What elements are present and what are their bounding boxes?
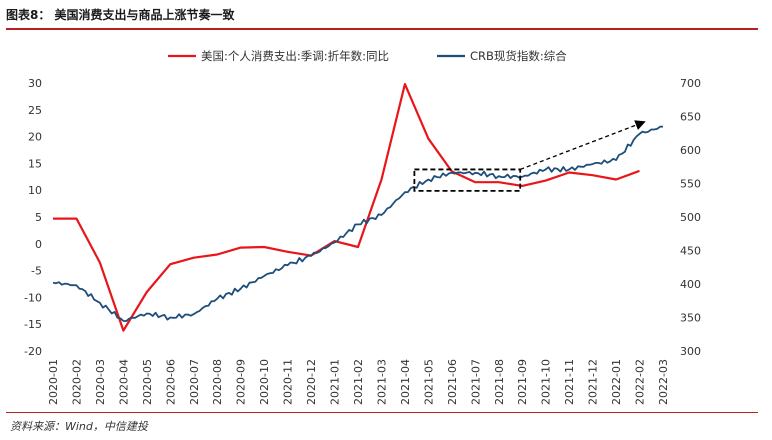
x-axis-tick-label: 2021-06 xyxy=(446,359,459,405)
left-axis-tick-label: 30 xyxy=(28,77,42,90)
x-axis-tick-label: 2021-11 xyxy=(563,359,576,405)
left-axis-tick-label: 10 xyxy=(28,184,42,197)
x-axis-tick-label: 2021-08 xyxy=(493,359,506,405)
x-axis-tick-label: 2021-04 xyxy=(399,359,412,405)
x-axis-tick-label: 2021-10 xyxy=(540,359,553,405)
x-axis-tick-label: 2022-03 xyxy=(657,359,670,405)
plot-area xyxy=(52,83,664,332)
x-axis-tick-label: 2022-02 xyxy=(634,359,647,405)
right-axis-tick-label: 350 xyxy=(680,312,701,325)
right-axis-tick-label: 550 xyxy=(680,178,701,191)
highlight-dashed-box xyxy=(413,168,522,192)
right-axis-tick-label: 400 xyxy=(680,278,701,291)
x-axis-tick-label: 2021-02 xyxy=(352,359,365,405)
figure-header: 图表8： 美国消费支出与商品上涨节奏一致 xyxy=(0,0,762,24)
title-divider xyxy=(6,28,758,30)
left-axis-tick-label: 20 xyxy=(28,131,42,144)
x-axis-tick-label: 2021-01 xyxy=(329,359,342,405)
chart: 美国:个人消费支出:季调:折年数:同比 CRB现货指数:综合 30 25 20 15 10… xyxy=(24,49,701,405)
legend-item-crb-label: CRB现货指数:综合 xyxy=(470,49,567,63)
left-axis-tick-label: -15 xyxy=(24,318,42,331)
left-axis-tick-label: -20 xyxy=(24,345,42,358)
source-note: 资料来源：Wind，中信建投 xyxy=(10,420,148,433)
left-axis-tick-label: 0 xyxy=(35,238,42,251)
x-axis-tick-label: 2020-12 xyxy=(305,359,318,405)
right-axis-tick-label: 700 xyxy=(680,77,701,90)
right-axis-tick-label: 600 xyxy=(680,144,701,157)
figure-title: 图表8： 美国消费支出与商品上涨节奏一致 xyxy=(6,8,235,22)
x-axis-tick-label: 2022-01 xyxy=(610,359,623,405)
x-axis-tick-label: 2021-07 xyxy=(469,359,482,405)
x-axis-tick-label: 2020-11 xyxy=(282,359,295,405)
x-axis-tick-label: 2020-08 xyxy=(211,359,224,405)
crb-index-line xyxy=(52,125,664,322)
pce-yoy-line xyxy=(53,83,640,332)
x-axis-tick-label: 2020-09 xyxy=(235,359,248,405)
left-axis-tick-label: -5 xyxy=(31,265,42,278)
x-axis-tick-label: 2020-10 xyxy=(258,359,271,405)
right-axis-tick-label: 500 xyxy=(680,211,701,224)
x-axis-tick-label: 2021-03 xyxy=(375,359,388,405)
trend-dashed-arrow xyxy=(519,120,646,171)
right-axis-tick-label: 650 xyxy=(680,111,701,124)
left-axis-tick-label: -10 xyxy=(24,291,42,304)
x-axis-tick-label: 2020-01 xyxy=(47,359,60,405)
x-axis-tick-label: 2020-06 xyxy=(164,359,177,405)
right-axis-tick-label: 300 xyxy=(680,345,701,358)
x-axis-tick-label: 2020-07 xyxy=(188,359,201,405)
x-axis-tick-label: 2021-12 xyxy=(587,359,600,405)
chart-axes: 30 25 20 15 10 5 0 -5 -10 -15 -20 700 650 600 550 500 45… xyxy=(24,77,701,405)
footer-divider xyxy=(6,412,758,413)
x-axis-tick-label: 2021-09 xyxy=(516,359,529,405)
legend-item-pce-label: 美国:个人消费支出:季调:折年数:同比 xyxy=(201,49,389,63)
chart-annotations xyxy=(413,120,646,192)
x-axis-tick-label: 2020-04 xyxy=(117,359,130,405)
x-axis-tick-label: 2020-05 xyxy=(141,359,154,405)
left-axis-tick-label: 5 xyxy=(35,211,42,224)
x-axis-tick-label: 2020-02 xyxy=(70,359,83,405)
left-axis-tick-label: 25 xyxy=(28,104,42,117)
right-axis-tick-label: 450 xyxy=(680,245,701,258)
x-axis-tick-label: 2021-05 xyxy=(422,359,435,405)
x-axis-tick-label: 2020-03 xyxy=(94,359,107,405)
left-axis-tick-label: 15 xyxy=(28,157,42,170)
chart-legend: 美国:个人消费支出:季调:折年数:同比 CRB现货指数:综合 xyxy=(168,49,567,63)
